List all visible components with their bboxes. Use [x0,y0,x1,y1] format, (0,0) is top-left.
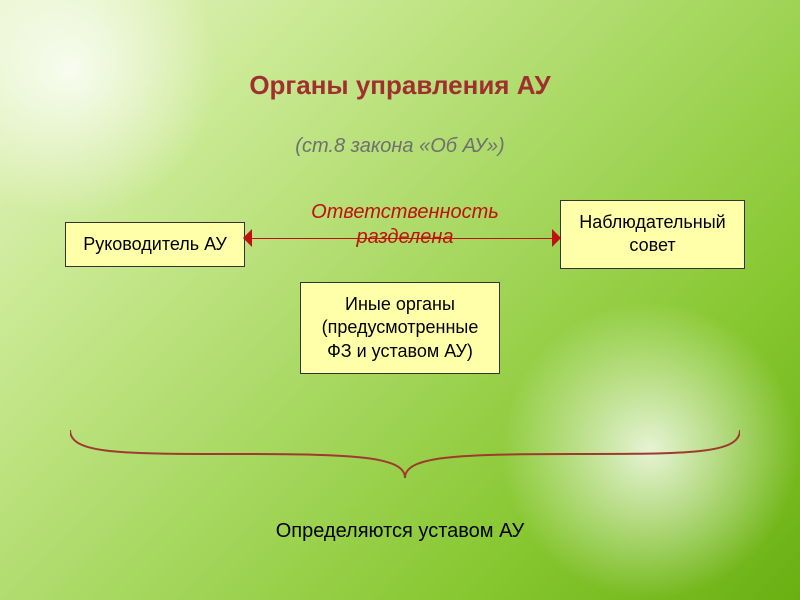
curly-brace-icon [70,430,740,478]
page-subtitle: (ст.8 закона «Об АУ») [0,135,800,158]
page-title: Органы управления АУ [0,70,800,101]
box-right-line2: совет [629,235,675,255]
box-right-line1: Наблюдательный [579,212,726,232]
box-mid-line1: Иные органы [345,294,455,314]
double-arrow-line [252,238,552,239]
relation-line2: разделена [357,226,454,248]
footer-text: Определяются уставом АУ [0,520,800,543]
box-supervisory-board: Наблюдательный совет [560,200,745,269]
box-mid-line2: (предусмотренные [322,317,479,337]
relation-line1: Ответственность [311,201,499,223]
box-other-bodies: Иные органы (предусмотренные ФЗ и уставо… [300,282,500,374]
box-mid-line3: ФЗ и уставом АУ) [327,341,473,361]
arrow-left-head-icon [243,229,252,247]
box-leader: Руководитель АУ [65,222,245,267]
relation-label: Ответственность разделена [290,200,520,250]
arrow-right-head-icon [552,229,561,247]
